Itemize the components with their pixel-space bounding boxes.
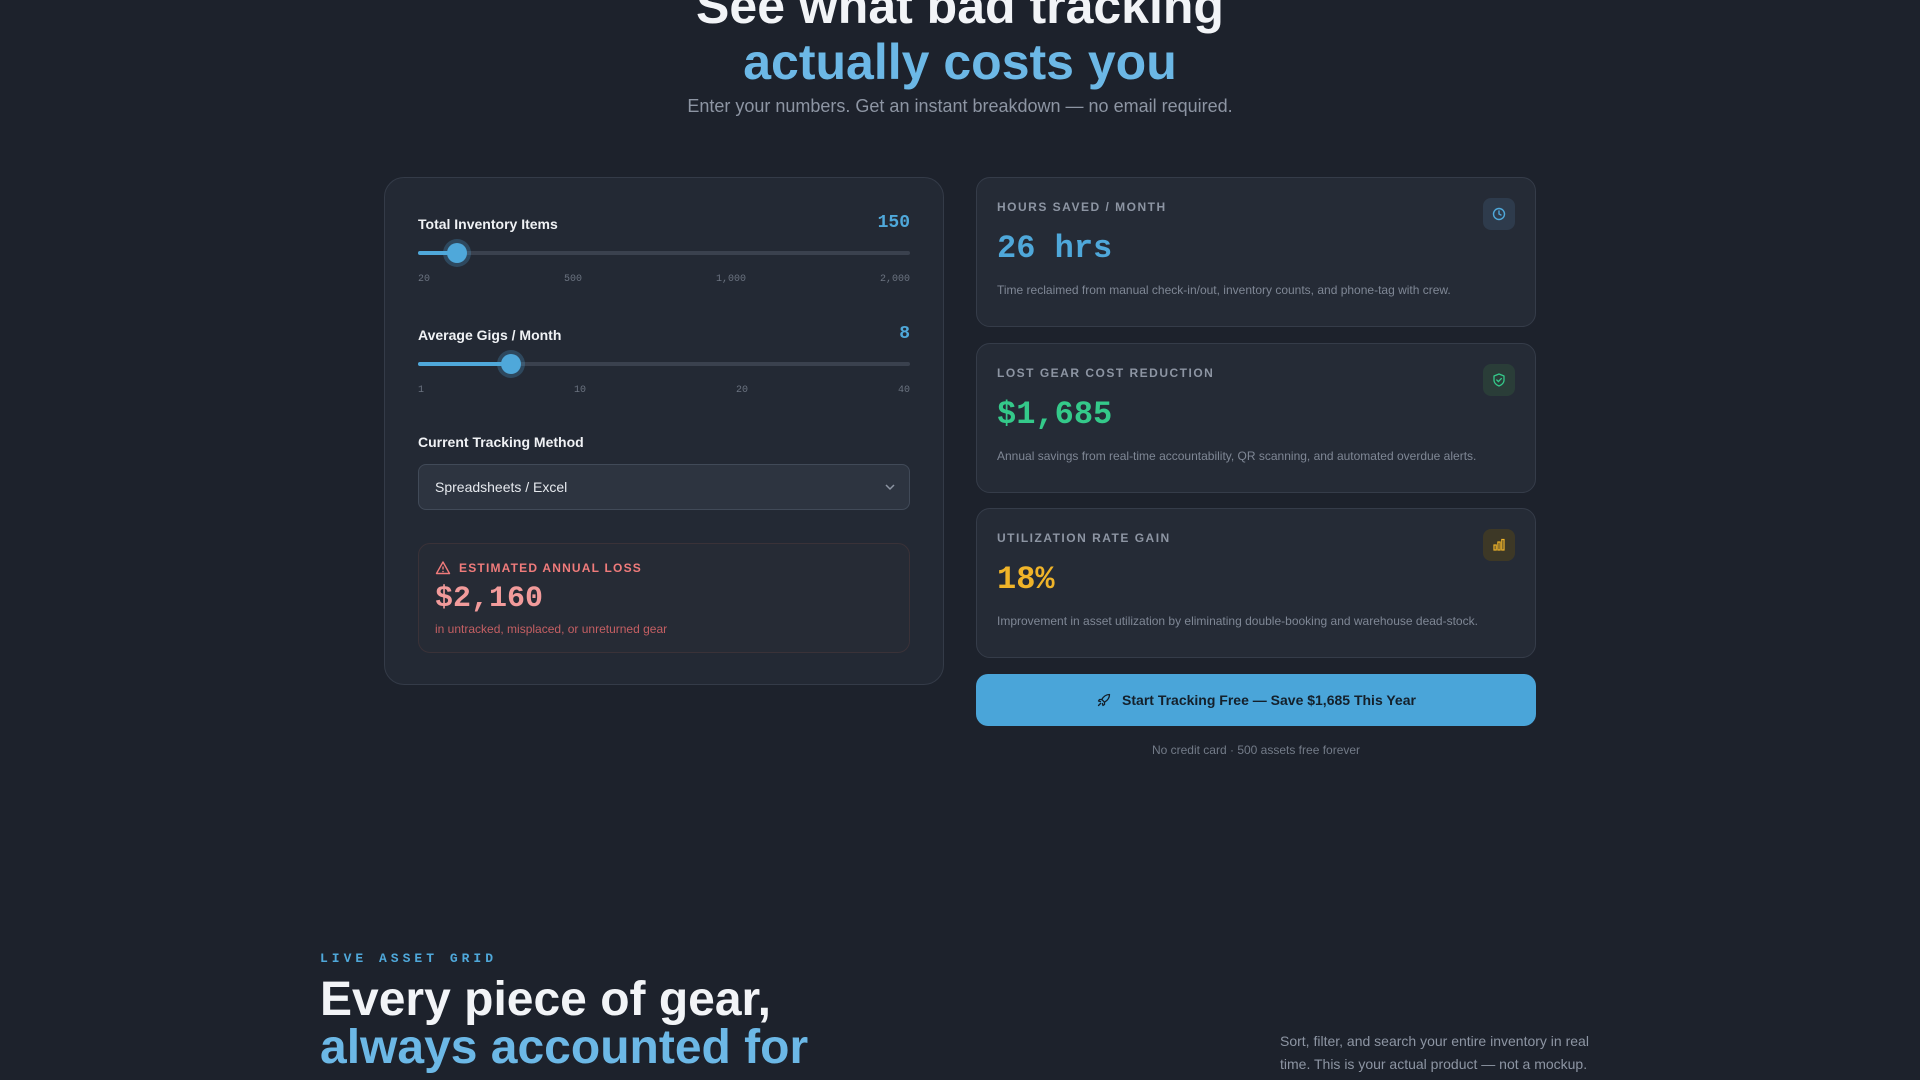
cta-label: Start Tracking Free — Save $1,685 This Y… bbox=[1122, 692, 1416, 708]
gigs-ticks: 1 10 20 40 bbox=[418, 385, 910, 396]
card-desc: Improvement in asset utilization by elim… bbox=[997, 614, 1478, 628]
cta-note: No credit card · 500 assets free forever bbox=[1151, 743, 1361, 757]
card-desc: Time reclaimed from manual check-in/out,… bbox=[997, 283, 1451, 297]
chevron-down-icon bbox=[885, 484, 895, 491]
inventory-tick: 500 bbox=[563, 274, 582, 285]
warning-icon bbox=[435, 561, 451, 575]
gigs-field: Average Gigs / Month 8 1 10 20 40 bbox=[418, 324, 910, 396]
inventory-slider-thumb[interactable] bbox=[447, 243, 468, 263]
hero-title-line1: See what bad tracking bbox=[696, 0, 1224, 34]
card-label: UTILIZATION RATE GAIN bbox=[997, 531, 1171, 545]
bar-chart-icon bbox=[1483, 529, 1515, 561]
shield-check-icon bbox=[1483, 364, 1515, 396]
gigs-slider-thumb[interactable] bbox=[501, 354, 522, 374]
inventory-value: 150 bbox=[877, 213, 910, 233]
gigs-slider[interactable] bbox=[418, 354, 910, 374]
card-value: $1,685 bbox=[997, 396, 1113, 433]
gigs-slider-fill bbox=[418, 362, 512, 366]
inventory-ticks: 20 500 1,000 2,000 bbox=[418, 274, 910, 285]
inventory-tick: 20 bbox=[418, 274, 431, 285]
loss-note: in untracked, misplaced, or unreturned g… bbox=[435, 622, 668, 636]
calculator-panel: Total Inventory Items 150 20 500 1,000 2… bbox=[384, 177, 944, 685]
section-eyebrow: LIVE ASSET GRID bbox=[320, 951, 498, 966]
method-select[interactable]: Spreadsheets / Excel bbox=[418, 464, 910, 510]
gigs-tick: 10 bbox=[573, 385, 586, 396]
loss-amount: $2,160 bbox=[435, 582, 544, 616]
card-value: 18% bbox=[997, 561, 1055, 598]
gigs-tick: 1 bbox=[418, 385, 425, 396]
card-label: LOST GEAR COST REDUCTION bbox=[997, 366, 1215, 380]
gigs-tick: 40 bbox=[897, 385, 910, 396]
gigs-tick: 20 bbox=[735, 385, 748, 396]
section-title-line2: always accounted for bbox=[320, 1021, 809, 1074]
result-card-hours: HOURS SAVED / MONTH 26 hrs Time reclaime… bbox=[976, 177, 1536, 327]
inventory-slider[interactable] bbox=[418, 243, 910, 263]
hero-title: See what bad tracking actually costs you bbox=[0, 0, 1920, 90]
section-title: Every piece of gear, always accounted fo… bbox=[320, 976, 808, 1072]
estimated-loss-box: ESTIMATED ANNUAL LOSS $2,160 in untracke… bbox=[418, 543, 910, 653]
card-desc: Annual savings from real-time accountabi… bbox=[997, 449, 1477, 463]
inventory-label: Total Inventory Items bbox=[418, 216, 558, 232]
card-value: 26 hrs bbox=[997, 230, 1113, 267]
loss-title: ESTIMATED ANNUAL LOSS bbox=[459, 561, 642, 575]
method-field: Current Tracking Method bbox=[418, 434, 910, 450]
method-label: Current Tracking Method bbox=[418, 434, 584, 450]
result-card-utilization: UTILIZATION RATE GAIN 18% Improvement in… bbox=[976, 508, 1536, 658]
card-label: HOURS SAVED / MONTH bbox=[997, 200, 1167, 214]
inventory-tick: 1,000 bbox=[715, 274, 746, 285]
hero-title-line2: actually costs you bbox=[743, 34, 1177, 90]
inventory-field: Total Inventory Items 150 20 500 1,000 2… bbox=[418, 213, 910, 285]
gigs-label: Average Gigs / Month bbox=[418, 327, 562, 343]
hero-subtitle: Enter your numbers. Get an instant break… bbox=[687, 96, 1233, 116]
method-selected-value: Spreadsheets / Excel bbox=[435, 479, 568, 495]
start-tracking-button[interactable]: Start Tracking Free — Save $1,685 This Y… bbox=[976, 674, 1536, 726]
clock-icon bbox=[1483, 198, 1515, 230]
inventory-tick: 2,000 bbox=[879, 274, 910, 285]
loss-header: ESTIMATED ANNUAL LOSS bbox=[435, 560, 893, 576]
section-description: Sort, filter, and search your entire inv… bbox=[1280, 1033, 1589, 1072]
rocket-icon bbox=[1097, 693, 1111, 707]
section-title-line1: Every piece of gear, bbox=[320, 973, 771, 1026]
gigs-value: 8 bbox=[899, 324, 910, 344]
result-card-lost-gear: LOST GEAR COST REDUCTION $1,685 Annual s… bbox=[976, 343, 1536, 493]
inventory-slider-fill bbox=[418, 251, 458, 255]
